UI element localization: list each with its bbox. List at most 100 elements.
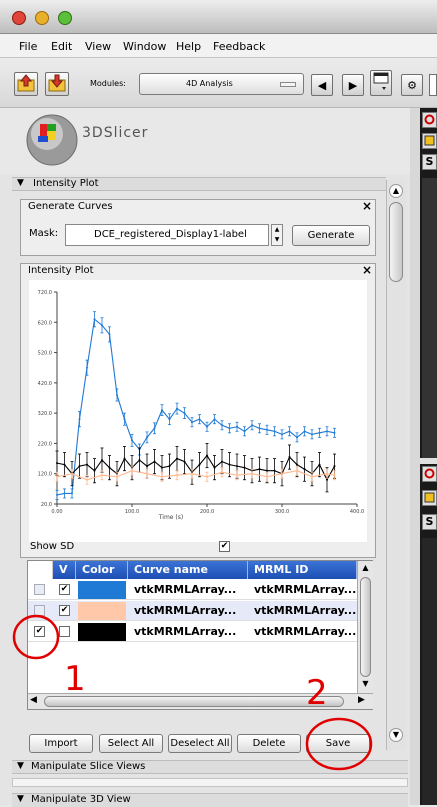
row-mrml-id[interactable]: vtkMRMLArray... bbox=[254, 583, 357, 596]
mask-field[interactable]: DCE_registered_Display1-label bbox=[65, 224, 269, 246]
column-header-color[interactable]: Color bbox=[76, 561, 128, 579]
data-point bbox=[161, 409, 163, 412]
row-select-checkbox[interactable] bbox=[34, 605, 45, 616]
menu-help[interactable]: Help bbox=[176, 40, 202, 53]
panel-scrollbar[interactable]: ▲ ▼ bbox=[386, 180, 406, 750]
menu-file[interactable]: File bbox=[19, 40, 38, 53]
row-select-checkbox[interactable] bbox=[34, 584, 45, 595]
table-scrollbar-thumb[interactable] bbox=[360, 577, 371, 677]
show-sd-checkbox[interactable]: ✔ bbox=[219, 541, 230, 552]
panel-scrollbar-thumb[interactable] bbox=[389, 202, 403, 282]
layout-button[interactable] bbox=[370, 70, 392, 96]
close-icon[interactable]: × bbox=[362, 199, 373, 213]
data-point bbox=[333, 474, 336, 477]
data-point bbox=[63, 463, 66, 466]
data-point bbox=[176, 457, 178, 460]
deselect-all-button[interactable]: Deselect All bbox=[168, 734, 232, 753]
row-visible-checkbox[interactable] bbox=[59, 626, 70, 637]
view-control-button[interactable] bbox=[422, 466, 437, 482]
row-mrml-id[interactable]: vtkMRMLArray... bbox=[254, 604, 357, 617]
save-data-button[interactable] bbox=[45, 72, 69, 96]
next-module-button[interactable]: ▶ bbox=[342, 74, 364, 96]
row-color-swatch[interactable] bbox=[78, 602, 126, 620]
view-control-button[interactable] bbox=[422, 112, 437, 128]
intensity-plot-frame: Intensity Plot × 20.0 120.0 220.0 320.0 420.… bbox=[20, 263, 376, 558]
toolbar-overflow[interactable] bbox=[429, 74, 437, 96]
column-header-mrml-id[interactable]: MRML ID bbox=[248, 561, 357, 579]
menu-feedback[interactable]: Feedback bbox=[213, 40, 266, 53]
select-all-button[interactable]: Select All bbox=[99, 734, 163, 753]
data-point bbox=[273, 430, 276, 433]
minimize-window-button[interactable] bbox=[35, 11, 49, 25]
row-visible-checkbox[interactable]: ✔ bbox=[59, 605, 70, 616]
data-point bbox=[326, 430, 328, 433]
row-color-swatch[interactable] bbox=[78, 581, 126, 599]
scroll-up-icon[interactable]: ▲ bbox=[389, 184, 403, 198]
column-header-v[interactable]: V bbox=[53, 561, 76, 579]
row-mrml-id[interactable]: vtkMRMLArray... bbox=[254, 625, 357, 638]
scroll-right-icon[interactable]: ▶ bbox=[358, 695, 365, 705]
table-horizontal-scrollbar[interactable]: ◀ ▶ bbox=[28, 693, 373, 709]
y-tick-label: 20.0 bbox=[41, 502, 52, 508]
table-row[interactable]: ✔ vtkMRMLArray... vtkMRMLArray... bbox=[28, 580, 357, 600]
module-selector[interactable]: 4D Analysis bbox=[139, 73, 304, 95]
table-row[interactable]: ✔ vtkMRMLArray... vtkMRMLArray... bbox=[28, 622, 357, 642]
menu-edit[interactable]: Edit bbox=[51, 40, 73, 53]
table-row[interactable]: ✔ vtkMRMLArray... vtkMRMLArray... bbox=[28, 601, 357, 621]
load-data-button[interactable] bbox=[14, 72, 38, 96]
intensity-plot-section-header[interactable]: ▼ Intensity Plot bbox=[12, 177, 386, 191]
scroll-down-icon[interactable]: ▼ bbox=[389, 728, 403, 742]
scroll-up-icon[interactable]: ▲ bbox=[362, 563, 369, 572]
menu-view[interactable]: View bbox=[85, 40, 112, 53]
check-icon: ✔ bbox=[60, 584, 69, 594]
view-control-button[interactable] bbox=[422, 133, 437, 149]
import-button[interactable]: Import bbox=[29, 734, 93, 753]
green-slice-view[interactable] bbox=[422, 538, 437, 805]
slice-spin-button[interactable]: S bbox=[422, 154, 437, 170]
data-point bbox=[138, 459, 141, 462]
3d-view-section-header[interactable]: ▼ Manipulate 3D View bbox=[12, 793, 408, 807]
data-point bbox=[191, 472, 193, 475]
main-toolbar: Modules: 4D Analysis ◀ ▶ ⚙ bbox=[0, 58, 437, 108]
data-point bbox=[221, 424, 223, 427]
row-curve-name[interactable]: vtkMRMLArray... bbox=[134, 625, 237, 638]
row-select-checkbox[interactable]: ✔ bbox=[34, 626, 45, 637]
data-point bbox=[258, 468, 261, 471]
table-hscrollbar-thumb[interactable] bbox=[44, 696, 344, 707]
slice-views-section-header[interactable]: ▼ Manipulate Slice Views bbox=[12, 760, 408, 774]
red-slice-view[interactable] bbox=[422, 178, 437, 458]
data-point bbox=[123, 457, 126, 460]
save-button[interactable]: Save bbox=[306, 734, 370, 753]
menu-window[interactable]: Window bbox=[123, 40, 167, 53]
mask-stepper[interactable]: ▲ ▼ bbox=[271, 224, 283, 246]
slice-spin-button[interactable]: S bbox=[422, 514, 437, 530]
view-control-button[interactable] bbox=[422, 490, 437, 506]
gear-icon: ⚙ bbox=[407, 79, 417, 92]
folder-down-icon bbox=[48, 74, 66, 92]
slicer-logo-icon bbox=[26, 114, 78, 166]
row-color-swatch[interactable] bbox=[78, 623, 126, 641]
scroll-left-icon[interactable]: ◀ bbox=[30, 695, 37, 705]
data-point bbox=[288, 430, 291, 433]
row-visible-checkbox[interactable]: ✔ bbox=[59, 584, 70, 595]
delete-button[interactable]: Delete bbox=[237, 734, 301, 753]
close-icon[interactable]: × bbox=[362, 263, 373, 277]
generate-button[interactable]: Generate bbox=[292, 225, 370, 246]
data-point bbox=[146, 472, 148, 475]
data-point bbox=[101, 474, 103, 477]
row-curve-name[interactable]: vtkMRMLArray... bbox=[134, 604, 237, 617]
row-curve-name[interactable]: vtkMRMLArray... bbox=[134, 583, 237, 596]
splitter[interactable] bbox=[410, 108, 420, 805]
table-vertical-scrollbar[interactable]: ▲ ▼ bbox=[357, 561, 373, 693]
data-point bbox=[318, 431, 321, 434]
plot-area: 20.0 120.0 220.0 320.0 420.0 520.0 620.0 720.0 0… bbox=[29, 280, 367, 542]
zoom-window-button[interactable] bbox=[58, 11, 72, 25]
settings-button[interactable]: ⚙ bbox=[401, 74, 423, 96]
scroll-down-icon[interactable]: ▼ bbox=[362, 679, 369, 688]
view-divider bbox=[420, 458, 437, 464]
previous-module-button[interactable]: ◀ bbox=[311, 74, 333, 96]
close-window-button[interactable] bbox=[12, 11, 26, 25]
column-header-curve-name[interactable]: Curve name bbox=[128, 561, 248, 579]
data-point bbox=[311, 475, 313, 478]
data-point bbox=[206, 454, 208, 457]
